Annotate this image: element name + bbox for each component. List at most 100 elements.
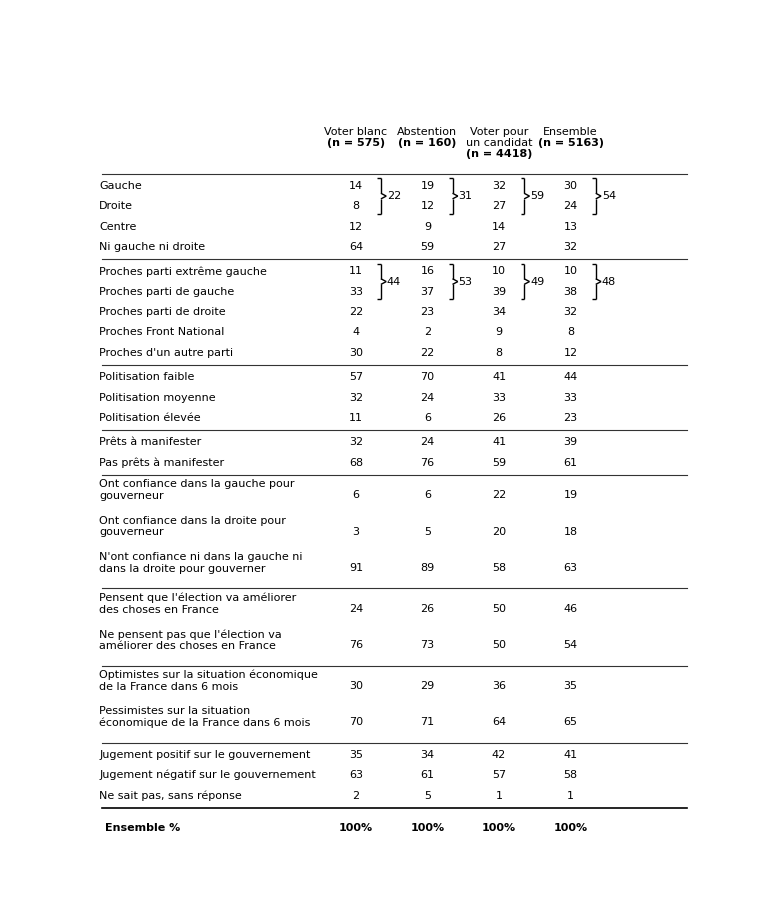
Text: Ensemble: Ensemble <box>544 126 598 136</box>
Text: 2: 2 <box>352 791 360 801</box>
Text: 61: 61 <box>564 458 578 468</box>
Text: un candidat: un candidat <box>466 138 532 148</box>
Text: 100%: 100% <box>554 824 588 834</box>
Text: 48: 48 <box>601 277 616 287</box>
Text: 100%: 100% <box>410 824 444 834</box>
Text: 33: 33 <box>492 392 506 402</box>
Text: 71: 71 <box>420 717 434 727</box>
Text: 22: 22 <box>420 348 434 358</box>
Text: 8: 8 <box>352 201 360 211</box>
Text: 5: 5 <box>424 791 431 801</box>
Text: 2: 2 <box>424 328 431 338</box>
Text: 35: 35 <box>349 750 363 760</box>
Text: 22: 22 <box>349 307 363 317</box>
Text: 26: 26 <box>420 604 434 614</box>
Text: Ni gauche ni droite: Ni gauche ni droite <box>99 242 206 252</box>
Text: (n = 575): (n = 575) <box>326 138 385 148</box>
Text: Proches Front National: Proches Front National <box>99 328 225 338</box>
Text: 3: 3 <box>353 527 360 537</box>
Text: Jugement positif sur le gouvernement: Jugement positif sur le gouvernement <box>99 750 310 760</box>
Text: 34: 34 <box>492 307 506 317</box>
Text: 22: 22 <box>492 490 506 500</box>
Text: 23: 23 <box>564 413 578 423</box>
Text: 30: 30 <box>564 181 578 191</box>
Text: Pessimistes sur la situation
économique de la France dans 6 mois: Pessimistes sur la situation économique … <box>99 706 310 728</box>
Text: N'ont confiance ni dans la gauche ni
dans la droite pour gouverner: N'ont confiance ni dans la gauche ni dan… <box>99 552 303 573</box>
Text: 33: 33 <box>564 392 578 402</box>
Text: 33: 33 <box>349 287 363 297</box>
Text: 64: 64 <box>349 242 363 252</box>
Text: Politisation élevée: Politisation élevée <box>99 413 201 423</box>
Text: Voter blanc: Voter blanc <box>324 126 387 136</box>
Text: 39: 39 <box>564 438 578 448</box>
Text: 13: 13 <box>564 221 578 231</box>
Text: 54: 54 <box>601 191 616 201</box>
Text: Gauche: Gauche <box>99 181 142 191</box>
Text: 19: 19 <box>564 490 578 500</box>
Text: 76: 76 <box>420 458 434 468</box>
Text: 19: 19 <box>420 181 434 191</box>
Text: 50: 50 <box>492 604 506 614</box>
Text: 29: 29 <box>420 681 434 691</box>
Text: 12: 12 <box>420 201 434 211</box>
Text: (n = 160): (n = 160) <box>398 138 457 148</box>
Text: Pas prêts à manifester: Pas prêts à manifester <box>99 458 224 468</box>
Text: 24: 24 <box>420 438 434 448</box>
Text: 91: 91 <box>349 563 363 573</box>
Text: 27: 27 <box>492 242 506 252</box>
Text: (n = 4418): (n = 4418) <box>466 149 532 159</box>
Text: Politisation moyenne: Politisation moyenne <box>99 392 216 402</box>
Text: 38: 38 <box>564 287 578 297</box>
Text: 14: 14 <box>492 221 506 231</box>
Text: 59: 59 <box>530 191 544 201</box>
Text: 12: 12 <box>349 221 363 231</box>
Text: 44: 44 <box>564 372 578 382</box>
Text: Ont confiance dans la droite pour
gouverneur: Ont confiance dans la droite pour gouver… <box>99 516 286 537</box>
Text: 12: 12 <box>564 348 578 358</box>
Text: 16: 16 <box>420 267 434 277</box>
Text: Proches parti extrême gauche: Proches parti extrême gauche <box>99 266 267 277</box>
Text: 32: 32 <box>349 392 363 402</box>
Text: 8: 8 <box>567 328 574 338</box>
Text: 36: 36 <box>492 681 506 691</box>
Text: 70: 70 <box>349 717 363 727</box>
Text: 27: 27 <box>492 201 506 211</box>
Text: 41: 41 <box>492 372 506 382</box>
Text: 100%: 100% <box>339 824 373 834</box>
Text: Prêts à manifester: Prêts à manifester <box>99 438 202 448</box>
Text: 6: 6 <box>353 490 360 500</box>
Text: 8: 8 <box>495 348 503 358</box>
Text: 44: 44 <box>387 277 401 287</box>
Text: 76: 76 <box>349 641 363 651</box>
Text: 22: 22 <box>387 191 401 201</box>
Text: 50: 50 <box>492 641 506 651</box>
Text: 73: 73 <box>420 641 434 651</box>
Text: 65: 65 <box>564 717 578 727</box>
Text: 58: 58 <box>492 563 506 573</box>
Text: 41: 41 <box>492 438 506 448</box>
Text: 49: 49 <box>530 277 544 287</box>
Text: Centre: Centre <box>99 221 136 231</box>
Text: 41: 41 <box>564 750 578 760</box>
Text: 26: 26 <box>492 413 506 423</box>
Text: 32: 32 <box>564 242 578 252</box>
Text: 58: 58 <box>564 770 578 780</box>
Text: 23: 23 <box>420 307 434 317</box>
Text: 63: 63 <box>564 563 578 573</box>
Text: 59: 59 <box>492 458 506 468</box>
Text: 42: 42 <box>492 750 506 760</box>
Text: 24: 24 <box>349 604 363 614</box>
Text: Optimistes sur la situation économique
de la France dans 6 mois: Optimistes sur la situation économique d… <box>99 670 318 692</box>
Text: 30: 30 <box>349 681 363 691</box>
Text: Proches parti de droite: Proches parti de droite <box>99 307 226 317</box>
Text: 10: 10 <box>492 267 506 277</box>
Text: Abstention: Abstention <box>397 126 457 136</box>
Text: Ensemble %: Ensemble % <box>105 824 180 834</box>
Text: 53: 53 <box>458 277 473 287</box>
Text: 11: 11 <box>349 267 363 277</box>
Text: 34: 34 <box>420 750 434 760</box>
Text: 4: 4 <box>352 328 360 338</box>
Text: 64: 64 <box>492 717 506 727</box>
Text: Jugement négatif sur le gouvernement: Jugement négatif sur le gouvernement <box>99 770 316 781</box>
Text: 24: 24 <box>564 201 578 211</box>
